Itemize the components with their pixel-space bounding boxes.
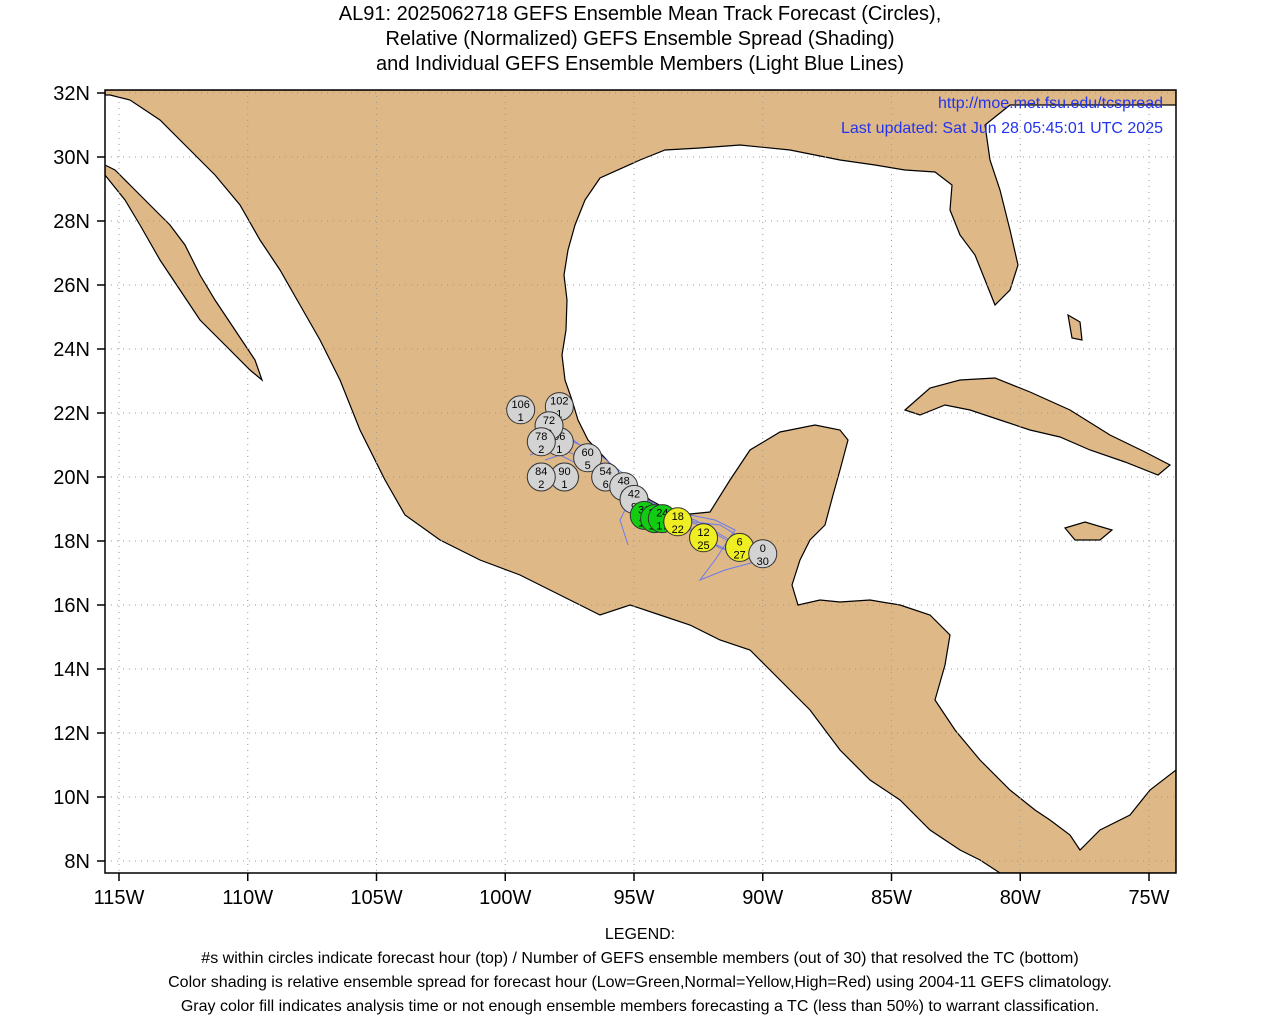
map-frame	[104, 89, 1177, 874]
forecast-circle	[526, 427, 556, 457]
member-count-label: 1	[518, 412, 524, 424]
forecast-point-6: 627	[725, 532, 755, 562]
forecast-hour-label: 60	[582, 447, 594, 459]
credit-url: http://moe.met.fsu.edu/tcspread	[938, 95, 1163, 112]
lon-label: 100W	[479, 887, 531, 909]
lat-label: 28N	[53, 211, 90, 233]
forecast-hour-label: 48	[618, 476, 630, 488]
lat-label: 8N	[64, 851, 90, 873]
lat-label: 22N	[53, 403, 90, 425]
forecast-hour-label: 12	[697, 527, 709, 539]
forecast-hour-label: 18	[672, 511, 684, 523]
forecast-hour-label: 42	[628, 488, 640, 500]
forecast-hour-label: 78	[535, 431, 547, 443]
forecast-hour-label: 102	[550, 396, 568, 408]
forecast-hour-label: 54	[600, 466, 612, 478]
lat-label: 30N	[53, 147, 90, 169]
credit-updated: Last updated: Sat Jun 28 05:45:01 UTC 20…	[841, 120, 1163, 137]
axis-ticks: 32N30N28N26N24N22N20N18N16N14N12N10N8N11…	[53, 83, 1169, 909]
lon-label: 115W	[94, 887, 145, 909]
member-count-label: 30	[757, 556, 769, 568]
land-masses	[105, 90, 1176, 873]
lat-label: 10N	[53, 787, 90, 809]
forecast-point-78: 782	[526, 427, 556, 457]
baja-california	[105, 164, 264, 382]
member-count-label: 5	[585, 460, 591, 472]
member-count-label: 2	[538, 444, 544, 456]
title-line-1: AL91: 2025062718 GEFS Ensemble Mean Trac…	[338, 3, 942, 25]
forecast-point-90: 901	[549, 462, 579, 492]
forecast-circle	[573, 443, 603, 473]
lon-label: 95W	[613, 887, 654, 909]
forecast-point-0: 030	[748, 539, 778, 569]
jamaica	[1063, 521, 1114, 541]
lon-label: 75W	[1128, 887, 1169, 909]
lon-label: 90W	[742, 887, 783, 909]
member-count-label: 1	[556, 409, 562, 421]
forecast-hour-label: 90	[558, 466, 570, 478]
forecast-point-84: 842	[526, 462, 556, 492]
lon-label: 110W	[222, 887, 273, 909]
title-line-2: Relative (Normalized) GEFS Ensemble Spre…	[385, 28, 895, 50]
cuba	[903, 377, 1172, 476]
legend-line-2: Color shading is relative ensemble sprea…	[168, 974, 1112, 991]
forecast-hour-label: 72	[543, 415, 555, 427]
lat-label: 32N	[53, 83, 90, 105]
member-count-label: 22	[672, 524, 684, 536]
forecast-hour-label: 6	[737, 536, 743, 548]
member-count-label: 1	[561, 479, 567, 491]
forecast-hour-label: 106	[512, 399, 530, 411]
forecast-circle	[689, 523, 719, 553]
legend-line-1: #s within circles indicate forecast hour…	[201, 950, 1079, 967]
lon-label: 80W	[1000, 887, 1041, 909]
forecast-map: 32N30N28N26N24N22N20N18N16N14N12N10N8N11…	[53, 83, 1177, 909]
forecast-circle	[506, 395, 536, 425]
member-track-5	[689, 514, 763, 582]
forecast-hour-label: 84	[535, 466, 547, 478]
lat-label: 24N	[53, 339, 90, 361]
lat-label: 16N	[53, 595, 90, 617]
member-count-label: 2	[538, 479, 544, 491]
lat-label: 26N	[53, 275, 90, 297]
lon-label: 105W	[350, 887, 402, 909]
andros-island	[1067, 313, 1083, 341]
title-line-3: and Individual GEFS Ensemble Members (Li…	[375, 53, 905, 75]
member-count-label: 1	[556, 444, 562, 456]
forecast-circle	[663, 507, 693, 537]
legend-heading: LEGEND:	[604, 926, 676, 943]
legend-line-3: Gray color fill indicates analysis time …	[180, 998, 1100, 1015]
forecast-hour-label: 0	[760, 543, 766, 555]
north-america-land	[105, 90, 1176, 873]
member-count-label: 6	[603, 479, 609, 491]
lon-label: 85W	[871, 887, 912, 909]
lat-label: 12N	[53, 723, 90, 745]
lat-label: 18N	[53, 531, 90, 553]
forecast-point-60: 605	[573, 443, 603, 473]
member-count-label: 25	[697, 540, 709, 552]
forecast-circle	[526, 462, 556, 492]
member-count-label: 27	[733, 549, 745, 561]
forecast-circle	[748, 539, 778, 569]
mean-track-points: 1061102196172278290184260554648642936103…	[506, 392, 778, 569]
lat-label: 20N	[53, 467, 90, 489]
lat-label: 14N	[53, 659, 90, 681]
